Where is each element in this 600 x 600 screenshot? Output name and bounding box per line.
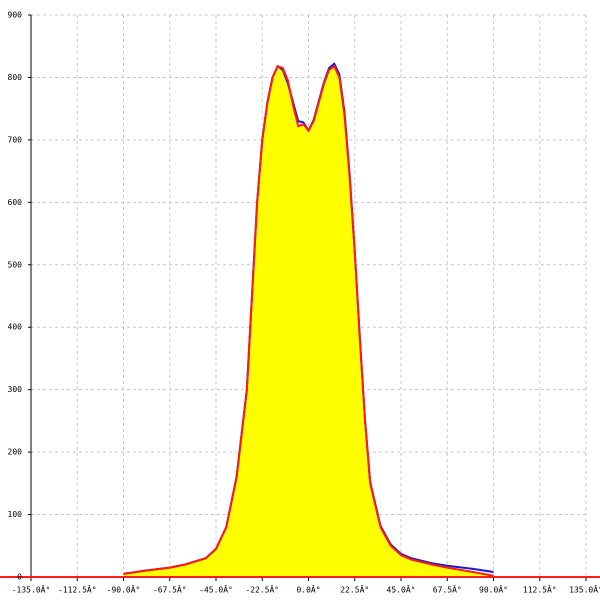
x-tick-label: 22.5Â° bbox=[340, 584, 369, 595]
x-tick-label: -67.5Â° bbox=[153, 584, 187, 595]
y-tick-label: 600 bbox=[8, 198, 23, 207]
x-tick-label: -112.5Â° bbox=[58, 584, 97, 595]
y-tick-label: 900 bbox=[8, 11, 23, 20]
x-tick-label: 67.5Â° bbox=[433, 584, 462, 595]
y-tick-label: 100 bbox=[8, 510, 23, 519]
x-tick-label: 45.0Â° bbox=[387, 584, 416, 595]
y-tick-label: 0 bbox=[17, 573, 22, 582]
y-tick-label: 400 bbox=[8, 323, 23, 332]
marks bbox=[0, 62, 600, 578]
y-tick-label: 700 bbox=[8, 135, 23, 144]
series-line bbox=[123, 64, 494, 577]
x-tick-label: 135.0Â° bbox=[569, 584, 600, 595]
y-tick-label: 800 bbox=[8, 73, 23, 82]
area-fill bbox=[123, 66, 494, 578]
labels: 0 100 200 300 400 500 600 700 800 900 -135.0Â° -112… bbox=[8, 11, 600, 595]
x-tick-label: -135.0Â° bbox=[12, 584, 51, 595]
x-tick-label: 112.5Â° bbox=[523, 584, 557, 595]
x-tick-label: 90.0Â° bbox=[479, 584, 508, 595]
x-tick-label: 0.0Â° bbox=[296, 584, 320, 595]
x-tick-label: -90.0Â° bbox=[107, 584, 141, 595]
y-tick-label: 300 bbox=[8, 385, 23, 394]
x-tick-label: -22.5Â° bbox=[245, 584, 279, 595]
x-tick-label: -45.0Â° bbox=[199, 584, 233, 595]
y-tick-label: 200 bbox=[8, 448, 23, 457]
y-tick-label: 500 bbox=[8, 260, 23, 269]
